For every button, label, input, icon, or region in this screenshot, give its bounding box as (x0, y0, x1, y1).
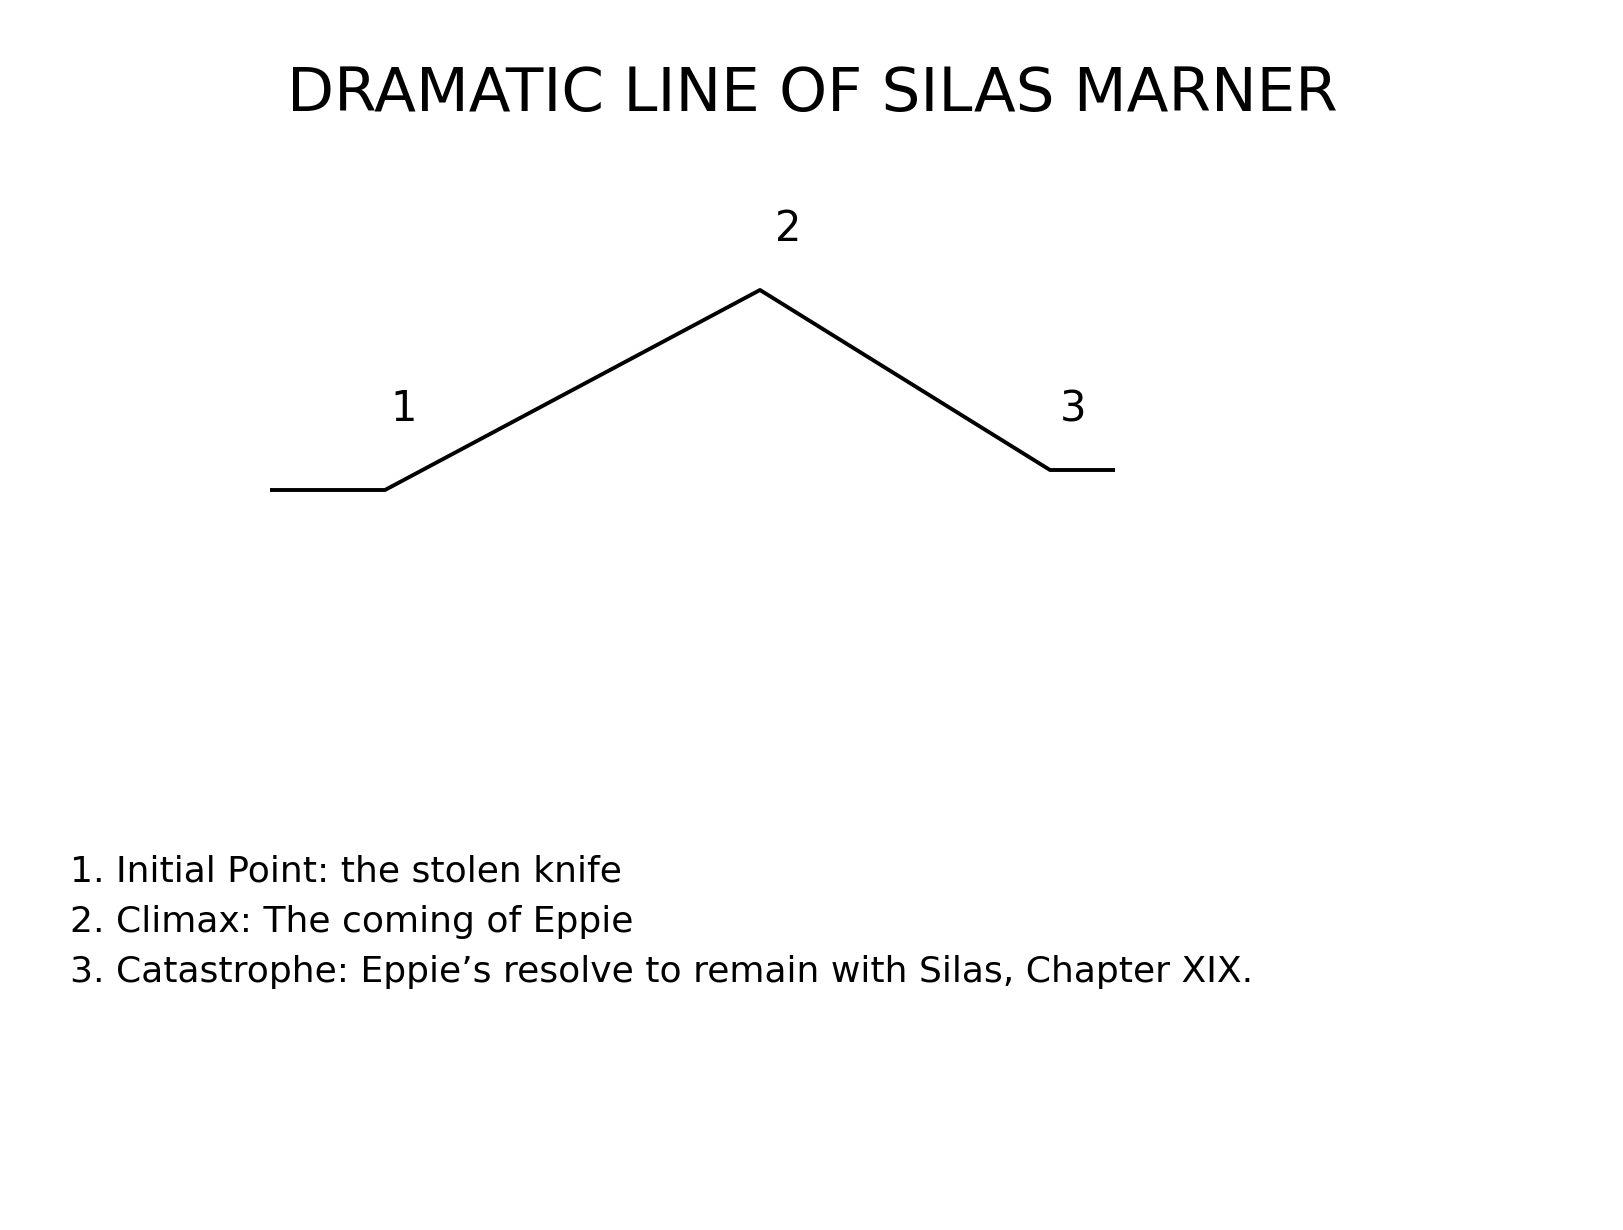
Text: DRAMATIC LINE OF SILAS MARNER: DRAMATIC LINE OF SILAS MARNER (286, 65, 1337, 124)
Text: 1: 1 (390, 387, 415, 430)
Text: 3. Catastrophe: Eppie’s resolve to remain with Silas, Chapter XIX.: 3. Catastrophe: Eppie’s resolve to remai… (70, 954, 1253, 989)
Text: 2. Climax: The coming of Eppie: 2. Climax: The coming of Eppie (70, 905, 633, 938)
Text: 1. Initial Point: the stolen knife: 1. Initial Point: the stolen knife (70, 855, 622, 889)
Text: 2: 2 (774, 208, 800, 250)
Text: 3: 3 (1060, 387, 1086, 430)
